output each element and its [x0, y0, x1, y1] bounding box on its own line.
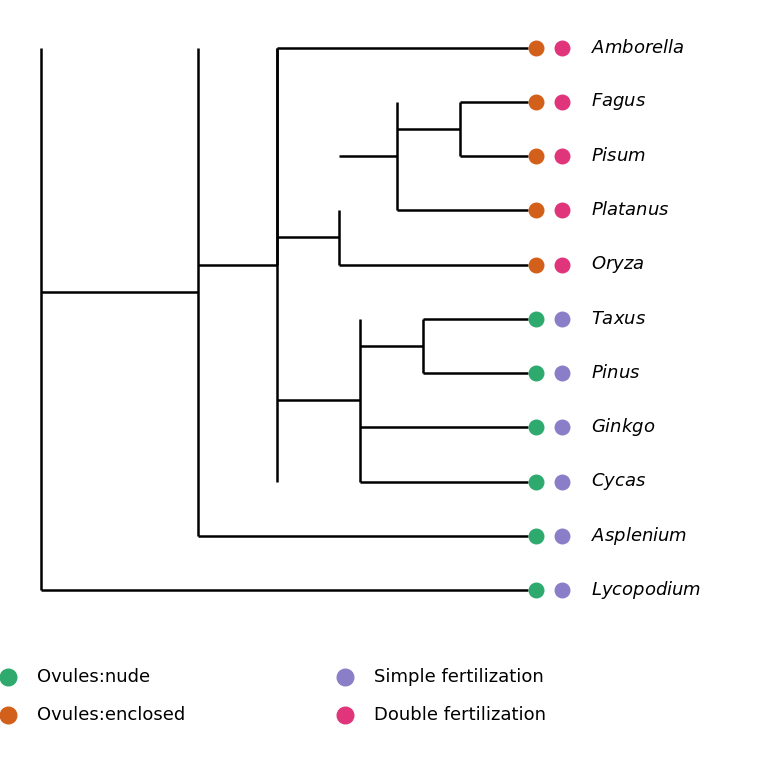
Text: $\it{Amborella}$: $\it{Amborella}$ — [591, 38, 684, 57]
Text: $\it{Platanus}$: $\it{Platanus}$ — [591, 201, 670, 220]
Point — [339, 709, 351, 721]
Point — [530, 530, 542, 542]
Text: $\it{Taxus}$: $\it{Taxus}$ — [591, 310, 646, 328]
Point — [530, 584, 542, 596]
Text: $\it{Pinus}$: $\it{Pinus}$ — [591, 364, 641, 382]
Text: Ovules:nude: Ovules:nude — [37, 668, 150, 686]
Point — [530, 259, 542, 271]
Point — [530, 422, 542, 434]
Point — [556, 259, 568, 271]
Text: $\it{Pisum}$: $\it{Pisum}$ — [591, 147, 646, 165]
Text: $\it{Oryza}$: $\it{Oryza}$ — [591, 254, 644, 275]
Point — [530, 96, 542, 108]
Text: Simple fertilization: Simple fertilization — [373, 668, 543, 686]
Text: $\it{Asplenium}$: $\it{Asplenium}$ — [591, 525, 687, 547]
Point — [556, 204, 568, 217]
Point — [2, 671, 14, 684]
Point — [530, 313, 542, 325]
Point — [530, 150, 542, 162]
Point — [530, 367, 542, 379]
Text: $\it{Ginkgo}$: $\it{Ginkgo}$ — [591, 416, 655, 439]
Point — [556, 150, 568, 162]
Point — [556, 475, 568, 488]
Point — [556, 313, 568, 325]
Point — [556, 96, 568, 108]
Text: Double fertilization: Double fertilization — [373, 706, 545, 724]
Point — [556, 584, 568, 596]
Point — [556, 422, 568, 434]
Point — [556, 367, 568, 379]
Point — [530, 41, 542, 54]
Point — [339, 671, 351, 684]
Text: $\it{Fagus}$: $\it{Fagus}$ — [591, 91, 646, 112]
Point — [556, 530, 568, 542]
Text: $\it{Lycopodium}$: $\it{Lycopodium}$ — [591, 579, 701, 601]
Point — [530, 204, 542, 217]
Point — [2, 709, 14, 721]
Point — [530, 475, 542, 488]
Point — [556, 41, 568, 54]
Text: $\it{Cycas}$: $\it{Cycas}$ — [591, 472, 646, 492]
Text: Ovules:enclosed: Ovules:enclosed — [37, 706, 185, 724]
